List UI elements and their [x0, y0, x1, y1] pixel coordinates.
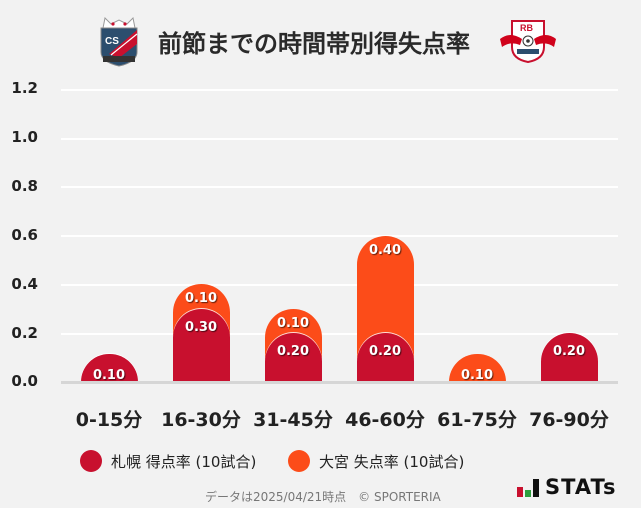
- footer-note: データは2025/04/21時点 © SPORTERIA: [205, 490, 441, 504]
- x-tick: 0-15分: [75, 409, 143, 431]
- x-tick: 46-60分: [345, 409, 425, 431]
- bar-home[interactable]: [172, 308, 230, 382]
- stats-logo: STATs: [517, 475, 617, 499]
- y-tick: 0.0: [11, 372, 38, 390]
- bar-home-value: 0.20: [276, 344, 310, 360]
- gridline: [61, 333, 618, 335]
- gridline: [61, 89, 618, 91]
- y-tick: 1.0: [11, 128, 38, 146]
- stats-brand-text: STATs: [545, 475, 617, 499]
- bar-home-value: 0.20: [368, 344, 402, 360]
- x-tick: 31-45分: [253, 409, 333, 431]
- stats-bar-black-icon: [533, 479, 539, 497]
- bar-away-value: 0.40: [368, 242, 402, 258]
- gridline: [61, 284, 618, 286]
- gridline: [61, 186, 618, 188]
- y-tick: 1.2: [11, 79, 38, 97]
- y-tick: 0.8: [11, 177, 38, 195]
- bar-away-value: 0.10: [276, 315, 310, 331]
- bar-home[interactable]: [264, 333, 322, 382]
- gridline: [61, 138, 618, 140]
- chart-header: CS 前節までの時間帯別得失点率 RB: [0, 12, 641, 70]
- bar-away-value: 0.10: [184, 291, 218, 307]
- gridline: [61, 235, 618, 237]
- y-tick: 0.2: [11, 324, 38, 342]
- bar-home[interactable]: [356, 333, 414, 382]
- bar-home[interactable]: [540, 333, 598, 382]
- y-tick: 0.4: [11, 275, 38, 293]
- x-tick: 61-75分: [437, 409, 517, 431]
- legend-item-home[interactable]: 札幌 得点率 (10試合): [80, 450, 256, 472]
- bar-home-value: 0.20: [552, 344, 586, 360]
- legend-label-home: 札幌 得点率 (10試合): [111, 452, 257, 471]
- consadole-sapporo-crest-icon: CS: [100, 16, 138, 67]
- bar-home-value: 0.10: [92, 368, 126, 383]
- legend-item-away[interactable]: 大宮 失点率 (10試合): [288, 450, 464, 472]
- bar-home-value: 0.30: [184, 319, 218, 335]
- x-tick: 76-90分: [529, 409, 609, 431]
- x-axis-baseline: [61, 381, 618, 384]
- legend-swatch-home-icon: [80, 450, 102, 472]
- y-tick: 0.6: [11, 226, 38, 244]
- rb-omiya-ardija-crest-icon: RB: [500, 20, 556, 63]
- chart-title: 前節までの時間帯別得失点率: [158, 30, 470, 58]
- legend-swatch-away-icon: [288, 450, 310, 472]
- bar-away-value: 0.10: [460, 368, 494, 383]
- svg-text:CS: CS: [105, 36, 119, 47]
- stats-bar-green-icon: [525, 490, 531, 497]
- stats-bar-red-icon: [517, 487, 523, 497]
- x-tick: 16-30分: [161, 409, 241, 431]
- legend-label-away: 大宮 失点率 (10試合): [319, 452, 465, 471]
- svg-text:RB: RB: [520, 23, 533, 33]
